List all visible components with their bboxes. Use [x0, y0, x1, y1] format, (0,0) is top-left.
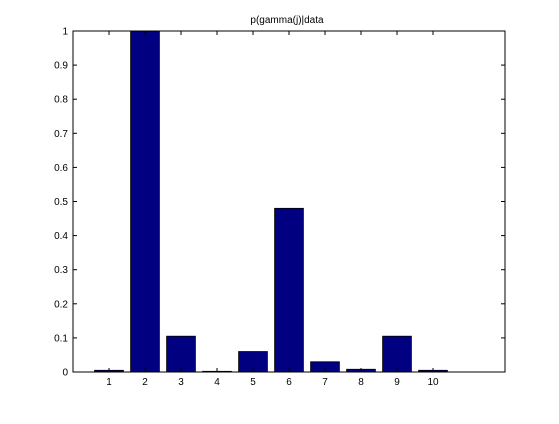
y-tick-label: 0.4 — [54, 231, 68, 242]
y-tick-label: 0.5 — [54, 197, 68, 208]
bar-6 — [275, 208, 304, 372]
y-tick-label: 0.1 — [54, 333, 68, 344]
x-tick-label: 10 — [427, 377, 439, 388]
bar-9 — [383, 336, 412, 372]
x-tick-label: 9 — [394, 377, 400, 388]
x-tick-label: 6 — [286, 377, 292, 388]
bars-group — [95, 31, 448, 372]
x-tick-label: 2 — [142, 377, 148, 388]
x-tick-label: 7 — [322, 377, 328, 388]
bar-3 — [167, 336, 196, 372]
x-tick-label: 5 — [250, 377, 256, 388]
y-tick-label: 0.7 — [54, 129, 68, 140]
y-tick-label: 0.3 — [54, 265, 68, 276]
x-tick-label: 1 — [106, 377, 112, 388]
y-tick-label: 0.6 — [54, 163, 68, 174]
y-tick-label: 1 — [62, 27, 68, 38]
chart-title: p(gamma(j)|data — [250, 15, 324, 26]
x-tick-label: 8 — [358, 377, 364, 388]
y-tick-label: 0 — [62, 368, 68, 379]
x-tick-label: 3 — [178, 377, 184, 388]
bar-2 — [131, 31, 160, 372]
y-tick-label: 0.8 — [54, 95, 68, 106]
x-tick-label: 4 — [214, 377, 220, 388]
y-tick-label: 0.2 — [54, 299, 68, 310]
y-tick-label: 0.9 — [54, 61, 68, 72]
